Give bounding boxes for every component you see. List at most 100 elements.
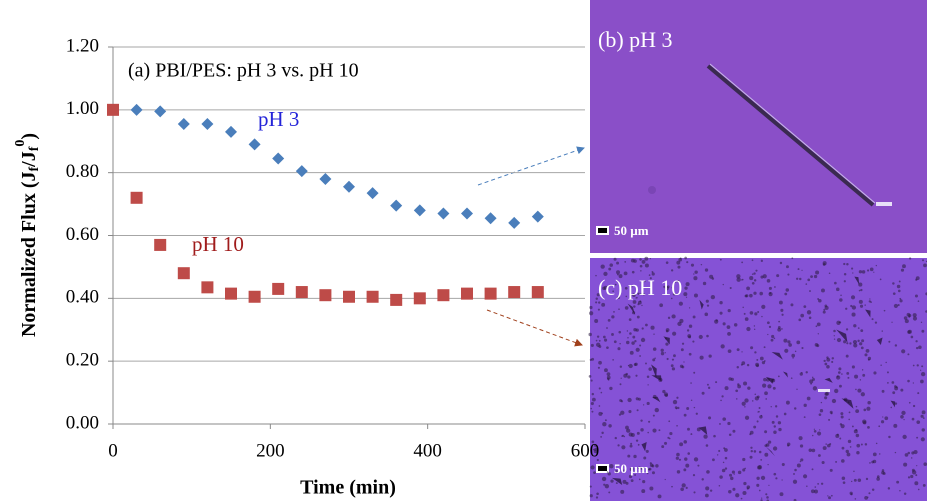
speckle	[690, 263, 695, 267]
speckle	[892, 391, 896, 395]
speckle	[777, 375, 780, 378]
speckle	[909, 257, 912, 260]
speckle	[629, 444, 633, 448]
speckle	[808, 316, 812, 320]
speckle	[594, 318, 599, 323]
speckle	[794, 468, 797, 472]
speckle	[792, 357, 794, 359]
speckle	[741, 401, 746, 406]
speckle	[628, 363, 633, 369]
speckle	[828, 418, 831, 421]
speckle	[644, 263, 649, 268]
speckle	[699, 355, 704, 360]
speckle	[669, 431, 673, 436]
speckle	[628, 318, 632, 321]
speckle-cluster	[651, 364, 657, 378]
speckle	[881, 389, 885, 393]
speckle	[882, 416, 884, 418]
speckle	[741, 361, 746, 366]
speckle	[618, 308, 620, 310]
speckle	[843, 340, 847, 344]
speckle	[859, 379, 862, 381]
speckle	[677, 321, 682, 327]
speckle	[627, 397, 632, 403]
speckle	[829, 468, 833, 472]
speckle	[802, 474, 808, 479]
speckle	[697, 464, 700, 467]
speckle	[596, 492, 599, 496]
speckle	[818, 298, 822, 303]
speckle	[899, 299, 903, 303]
speckle	[853, 470, 855, 473]
speckle	[778, 427, 782, 432]
speckle	[864, 353, 868, 357]
point	[461, 207, 473, 220]
speckle	[618, 274, 623, 279]
speckle	[634, 474, 637, 477]
speckle	[693, 371, 696, 374]
speckle	[864, 443, 868, 446]
speckle	[912, 404, 916, 408]
point	[225, 287, 237, 300]
speckle	[596, 342, 601, 347]
speckle	[922, 417, 925, 419]
speckle	[887, 381, 889, 384]
speckle	[722, 283, 724, 286]
speckle	[643, 280, 646, 283]
speckle	[901, 410, 906, 415]
speckle	[705, 299, 709, 303]
speckle	[776, 274, 780, 278]
speckle	[633, 454, 637, 459]
speckle	[921, 410, 926, 415]
speckle	[639, 258, 642, 261]
speckle	[753, 325, 756, 327]
speckle	[868, 492, 871, 495]
speckle	[742, 306, 744, 309]
speckle	[914, 294, 918, 298]
speckle	[854, 374, 859, 379]
speckle	[681, 342, 685, 345]
speckle	[848, 411, 851, 414]
speckle	[859, 304, 864, 308]
speckle	[661, 445, 665, 449]
series-label: pH 3	[258, 107, 299, 131]
speckle	[774, 286, 776, 288]
speckle	[847, 439, 852, 444]
speckle	[786, 265, 789, 269]
speckle	[777, 326, 781, 329]
speckle	[651, 272, 655, 276]
speckle	[589, 494, 593, 498]
speckle	[891, 381, 895, 384]
speckle	[641, 304, 643, 307]
speckle	[746, 363, 750, 367]
speckle	[688, 307, 691, 309]
speckle	[591, 440, 595, 444]
speckle	[880, 420, 885, 424]
speckle	[634, 340, 637, 343]
speckle	[843, 280, 846, 283]
speckle	[799, 460, 802, 463]
speckle	[690, 382, 692, 384]
speckle	[590, 343, 594, 347]
speckle	[644, 256, 649, 261]
speckle	[636, 431, 640, 435]
speckle	[690, 399, 693, 402]
speckle	[729, 473, 733, 477]
speckle	[609, 464, 614, 469]
speckle	[921, 428, 925, 432]
speckle	[693, 293, 698, 298]
speckle	[629, 332, 632, 335]
speckle	[764, 444, 768, 447]
speckle	[604, 419, 607, 422]
speckle	[707, 386, 711, 389]
speckle	[594, 447, 597, 451]
speckle	[685, 296, 688, 298]
speckle	[728, 433, 732, 436]
speckle	[858, 282, 863, 287]
speckle	[642, 480, 646, 484]
speckle	[908, 315, 911, 318]
speckle	[688, 335, 692, 339]
speckle	[623, 373, 628, 378]
point	[343, 290, 355, 303]
speckle	[821, 460, 825, 465]
